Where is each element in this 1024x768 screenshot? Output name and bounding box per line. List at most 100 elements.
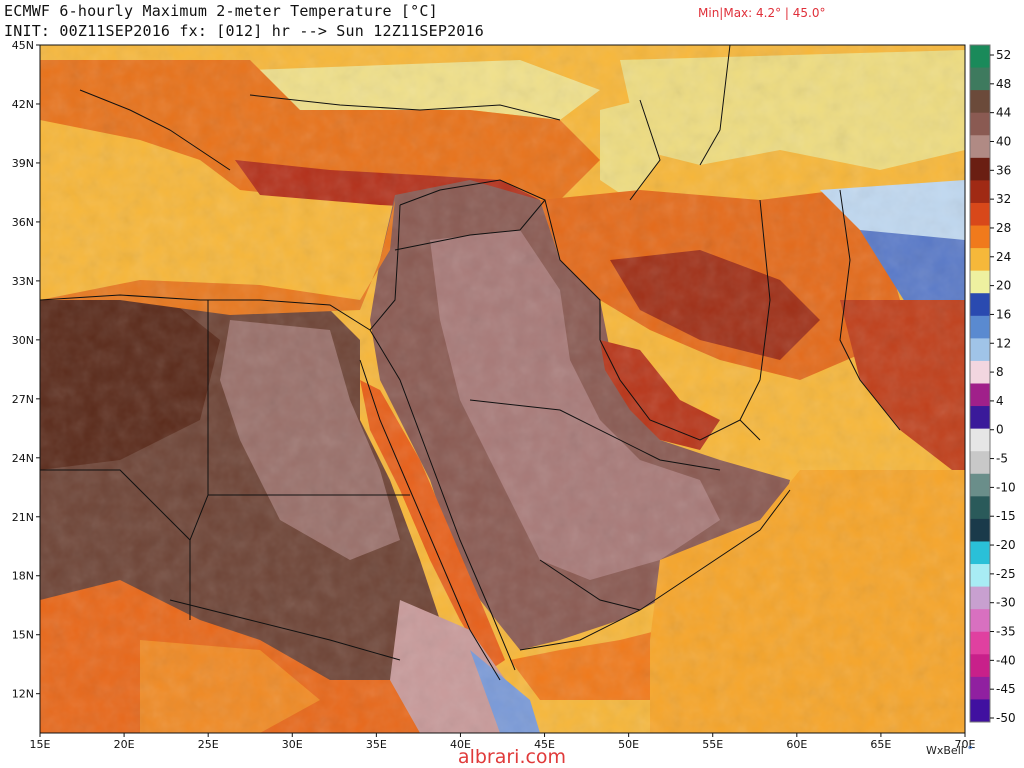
colorbar-swatch [970,609,990,633]
min-max-readout: Min|Max: 4.2° | 45.0° [698,6,826,20]
colorbar-label: 36 [996,163,1011,177]
colorbar-swatch [970,428,990,452]
colorbar-swatch [970,699,990,723]
lon-tick-label: 50E [618,738,639,751]
watermark: albrari.com [457,746,567,768]
colorbar-swatch [970,676,990,700]
colorbar-swatch [970,406,990,430]
colorbar-swatch [970,654,990,678]
lon-tick-label: 65E [870,738,891,751]
colorbar-frame [969,44,991,723]
colorbar-label: -20 [996,538,1016,552]
map-title: ECMWF 6-hourly Maximum 2-meter Temperatu… [4,2,438,20]
colorbar-swatch [970,338,990,362]
map-frame [39,44,966,734]
colorbar-swatch [970,293,990,317]
lon-tick-label: 25E [198,738,219,751]
caspian-coast [629,99,661,201]
colorbar-swatch [970,383,990,407]
iraq-border [399,179,601,340]
sudan-south-border [169,599,401,661]
colorbar-swatch [970,360,990,384]
colorbar-label: 0 [996,423,1004,437]
colorbar-swatch [970,90,990,114]
lon-tick-label: 20E [114,738,135,751]
forecast-init-line: INIT: 00Z11SEP2016 fx: [012] hr --> Sun … [4,22,484,40]
colorbar-label: 40 [996,134,1011,148]
temperature-colorbar: 5248444036322824201612840-5-10-15-20-25-… [969,44,1016,725]
colorbar-swatch [970,496,990,520]
lon-tick-label: 35E [366,738,387,751]
colorbar-swatch [970,45,990,69]
lat-tick-label: 18N [12,570,34,583]
borders [39,44,901,681]
lat-tick-label: 12N [12,688,34,701]
latitude-ticks: 45N 42N 39N 36N 33N 30N 27N 24N 21N 18N 15N 12N [12,39,40,701]
lat-tick-label: 39N [12,157,34,170]
colorbar-label: -10 [996,480,1016,494]
afghanistan-border [839,189,901,431]
arabia-south-coast [519,489,791,651]
syria-border [394,199,546,251]
lat-tick-label: 27N [12,393,34,406]
map-field [40,45,965,733]
colorbar-swatch [970,202,990,227]
lat-tick-label: 45N [12,39,34,52]
lat-tick-label: 36N [12,216,34,229]
colorbar-swatch [970,67,990,91]
gulf-coast [599,339,761,441]
colorbar-label: 12 [996,336,1011,350]
colorbar-swatch [970,564,990,588]
colorbar-swatch [970,157,990,181]
lon-tick-label: 40E [450,738,471,751]
colorbar-swatch [970,270,990,294]
yemen-border [539,559,641,611]
lat-tick-label: 33N [12,275,34,288]
colorbar-label: 28 [996,221,1011,235]
kazakh-border [699,44,731,166]
colorbar-swatch [970,451,990,475]
lat-tick-label: 15N [12,629,34,642]
lat-tick-label: 21N [12,511,34,524]
colorbar-label: -35 [996,625,1016,639]
lon-tick-label: 70E [955,738,976,751]
colorbar-swatch [970,180,990,204]
colorbar-label: 20 [996,279,1011,293]
lon-tick-label: 55E [702,738,723,751]
colorbar-label: -25 [996,567,1016,581]
colorbar-label: 32 [996,192,1011,206]
colorbar-label: 24 [996,250,1011,264]
colorbar-label: -45 [996,682,1016,696]
lon-tick-label: 30E [282,738,303,751]
colorbar-swatch [970,631,990,655]
colorbar-swatch [970,473,990,497]
field-texture [40,45,965,733]
colorbar-label: -50 [996,711,1016,725]
colorbar-swatch [970,225,990,249]
map-header: ECMWF 6-hourly Maximum 2-meter Temperatu… [0,0,1024,44]
colorbar-label: 48 [996,77,1011,91]
colorbar-label: 4 [996,394,1004,408]
chad-border [40,469,191,620]
iran-east-border [739,199,771,421]
lon-tick-label: 45E [534,738,555,751]
colorbar-swatch [970,541,990,565]
colorbar-swatch [970,586,990,610]
lat-tick-label: 24N [12,452,34,465]
lon-tick-label: 15E [30,738,51,751]
saudi-border [469,399,721,471]
red-sea-east-coast [369,329,516,671]
colorbar-label: 16 [996,307,1011,321]
black-sea-coast [249,94,561,121]
colorbar-label: -40 [996,653,1016,667]
colorbar-swatch [970,518,990,542]
north-africa-coastline [39,204,401,331]
longitude-ticks: 15E 20E 25E 30E 35E 40E 45E 50E 55E 60E 65E 70E [30,733,976,751]
colorbar-label: -5 [996,452,1008,466]
colorbar-label: 8 [996,365,1004,379]
colorbar-swatch [970,315,990,339]
colorbar-swatch [970,248,990,272]
colorbar-label: 44 [996,106,1011,120]
colorbar-swatch [970,135,990,159]
